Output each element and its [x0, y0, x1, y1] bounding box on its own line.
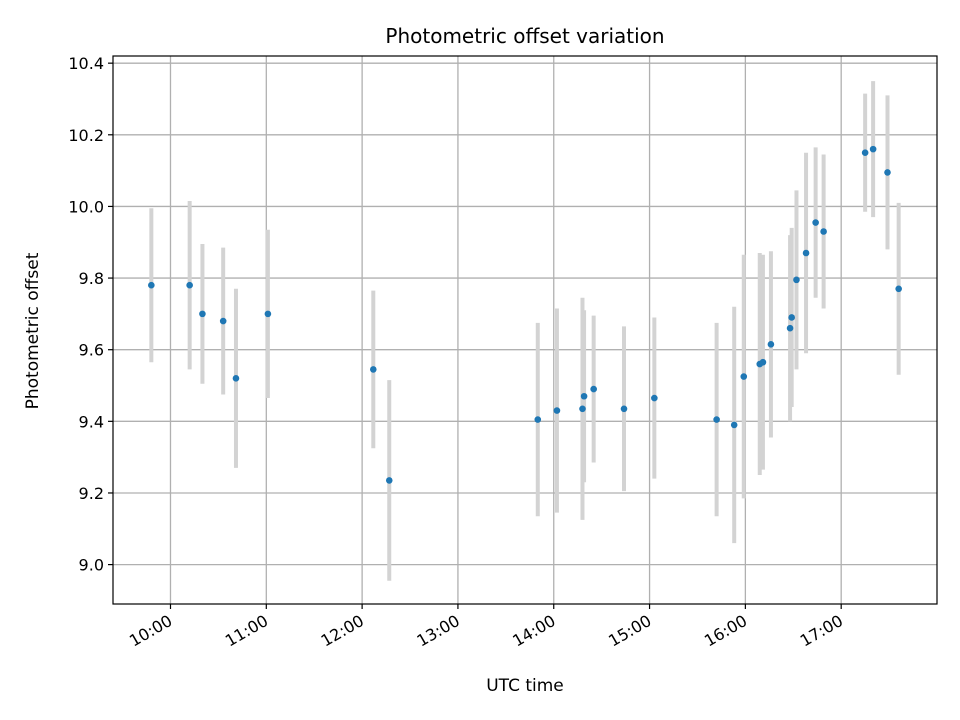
y-tick-label: 9.0 [79, 556, 104, 575]
data-point [385, 477, 393, 484]
grid-lines [113, 56, 937, 604]
data-point [534, 416, 542, 423]
data-point [232, 375, 240, 382]
data-point [579, 405, 586, 413]
y-axis-ticks: 9.0 9.2 9.4 9.6 9.8 10.0 10.2 10.4 [68, 54, 113, 575]
y-tick-label: 9.6 [79, 341, 104, 360]
data-point [730, 421, 738, 429]
data-point [802, 249, 810, 257]
data-point [148, 281, 155, 289]
y-tick-label: 9.8 [79, 269, 104, 288]
data-point [869, 145, 877, 153]
data-point [651, 394, 658, 402]
data-point [264, 310, 272, 318]
data-point [812, 219, 819, 226]
data-point [786, 324, 794, 332]
data-point [590, 385, 597, 393]
data-point [740, 373, 748, 380]
y-tick-label: 9.4 [79, 412, 104, 431]
y-axis-label: Photometric offset [23, 252, 43, 409]
y-tick-label: 10.4 [68, 54, 104, 73]
data-point [199, 310, 206, 318]
data-point [713, 416, 720, 423]
plot-frame [112, 55, 938, 605]
data-point [884, 169, 891, 176]
data-point [793, 276, 800, 284]
data-point [620, 405, 628, 413]
data-point [788, 314, 795, 321]
data-point [767, 341, 775, 348]
data-point [553, 407, 561, 414]
data-point [759, 358, 767, 366]
y-tick-label: 9.2 [79, 484, 104, 503]
data-point [820, 228, 827, 235]
data-points [148, 145, 902, 484]
y-tick-label: 10.0 [68, 197, 104, 216]
data-point [580, 392, 588, 400]
data-point [219, 317, 227, 325]
data-point [369, 366, 377, 373]
chart-title: Photometric offset variation [385, 24, 664, 48]
data-point [861, 149, 869, 157]
data-point [895, 285, 902, 293]
y-tick-label: 10.2 [68, 126, 104, 145]
x-axis-label: UTC time [486, 676, 564, 696]
data-point [186, 281, 193, 289]
